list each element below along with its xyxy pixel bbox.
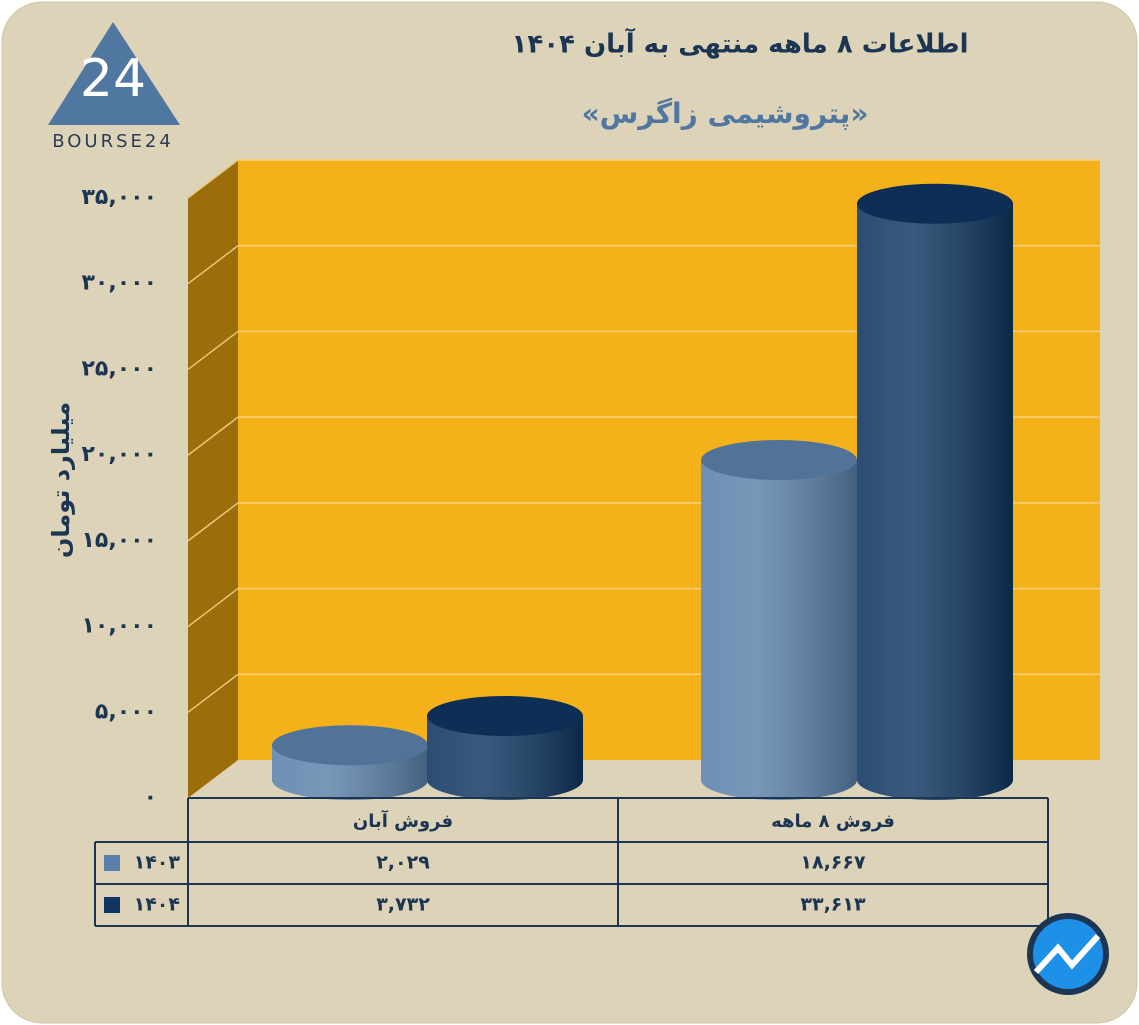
- cylinder-top-shade: [272, 725, 428, 766]
- y-axis-label: میلیارد تومان: [47, 402, 75, 558]
- value-label: ۳,۷۳۲: [376, 894, 430, 916]
- data-table: [94, 797, 1049, 927]
- grid-line: [187, 330, 239, 371]
- cylinder-top-shade: [701, 439, 857, 480]
- category-label: فروش ۸ ماهه: [771, 811, 895, 832]
- cylinder: [857, 183, 1013, 800]
- y-tick-label: ۵,۰۰۰: [95, 699, 157, 724]
- legend-swatch: [104, 855, 120, 871]
- value-label: ۱۸,۶۶۷: [800, 852, 866, 874]
- y-tick-label: ۳۵,۰۰۰: [82, 185, 158, 210]
- side-wall: [188, 160, 238, 798]
- logo: 24 BOURSE24: [48, 22, 180, 152]
- grid-line: [187, 587, 239, 628]
- cylinder-top-shade: [427, 696, 583, 737]
- grid-line: [187, 416, 239, 456]
- legend-label: ۱۴۰۴: [134, 894, 180, 916]
- cylinder-shade: [701, 459, 857, 800]
- logo-text: BOURSE24: [52, 131, 174, 152]
- cylinder-top: [701, 439, 857, 480]
- grid-line: [187, 245, 239, 285]
- corner-icon: [1027, 913, 1109, 995]
- legend-swatch: [104, 897, 120, 913]
- cylinder-top-shade: [857, 183, 1013, 224]
- category-label: فروش آبان: [353, 809, 453, 832]
- y-tick-label: ۱۰,۰۰۰: [82, 614, 158, 639]
- value-label: ۲,۰۲۹: [376, 852, 430, 874]
- y-tick-label: ۳۰,۰۰۰: [82, 271, 158, 296]
- y-tick-label: ۱۵,۰۰۰: [82, 528, 158, 553]
- cylinder-top: [272, 725, 428, 766]
- chart-subtitle: «پتروشیمی زاگرس»: [582, 97, 869, 130]
- cylinder: [427, 696, 583, 800]
- value-label: ۳۳,۶۱۳: [800, 894, 866, 916]
- chart-title: اطلاعات ۸ ماهه منتهی به آبان ۱۴۰۴: [511, 28, 968, 60]
- cylinder-shade: [427, 716, 583, 800]
- cylinder-shade: [857, 203, 1013, 800]
- cylinder: [272, 725, 428, 800]
- legend-label: ۱۴۰۳: [134, 852, 181, 874]
- y-tick-label: ۲۵,۰۰۰: [82, 356, 158, 381]
- cylinder: [701, 439, 857, 800]
- y-tick-label: ۲۰,۰۰۰: [82, 442, 158, 467]
- y-tick-label: ۰: [144, 785, 157, 810]
- svg-text:24: 24: [80, 49, 146, 109]
- grid-line: [187, 159, 239, 199]
- cylinder-top: [857, 183, 1013, 224]
- grid-line: [187, 502, 239, 542]
- cylinder-top: [427, 696, 583, 737]
- grid-line: [187, 673, 239, 713]
